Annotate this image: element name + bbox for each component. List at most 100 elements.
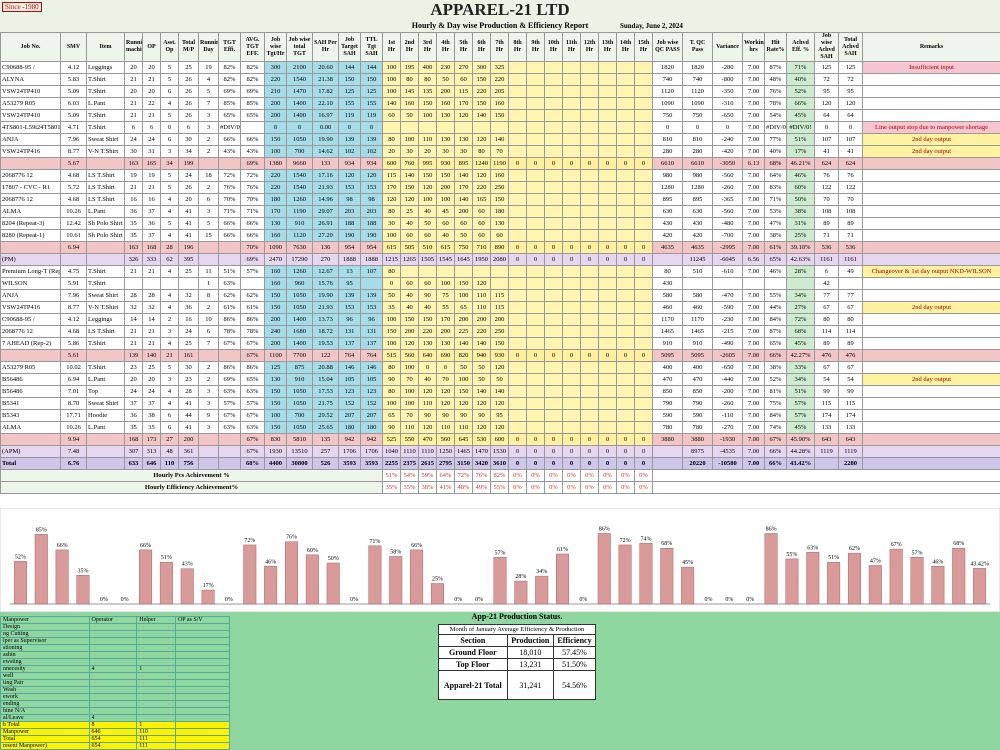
value-label: 72% bbox=[244, 538, 255, 544]
bar bbox=[764, 533, 778, 605]
table-cell: 200 bbox=[264, 109, 287, 122]
table-cell bbox=[580, 385, 599, 398]
table-cell bbox=[862, 289, 1000, 302]
table-cell: -6045 bbox=[712, 253, 743, 266]
table-cell: 980 bbox=[652, 169, 683, 182]
table-cell bbox=[580, 97, 599, 110]
table-cell: 120 bbox=[472, 421, 491, 434]
table-cell: 60 bbox=[400, 229, 419, 242]
table-cell: 30 bbox=[178, 133, 199, 146]
table-cell: 102 bbox=[360, 145, 383, 158]
table-cell: 30 bbox=[454, 145, 473, 158]
table-cell: 115 bbox=[814, 397, 839, 410]
manpower-cell: stioning bbox=[0, 644, 90, 652]
table-cell: 130 bbox=[490, 217, 509, 230]
status-row: Top Floor 13,231 51.50% bbox=[438, 658, 596, 671]
table-cell: 0 bbox=[580, 457, 599, 470]
table-cell bbox=[634, 181, 653, 194]
table-cell: 52% bbox=[764, 373, 787, 386]
table-cell: -560 bbox=[712, 205, 743, 218]
table-cell: 77 bbox=[838, 289, 863, 302]
table-cell: 954 bbox=[360, 241, 383, 254]
table-cell: -280 bbox=[712, 61, 743, 74]
column-header: SAH Per Hr bbox=[312, 32, 339, 62]
table-cell bbox=[562, 61, 581, 74]
table-cell: 72 bbox=[838, 73, 863, 86]
achievement-value: 0% bbox=[580, 469, 599, 482]
table-cell: -260 bbox=[712, 397, 743, 410]
table-cell: 120 bbox=[436, 397, 455, 410]
table-cell: 8.77 bbox=[60, 301, 87, 314]
table-cell: 196 bbox=[178, 241, 199, 254]
table-row: WILSON 5.91 T.Shirt 1 63% 160 960 15.76 95 0 60 60 1… bbox=[0, 277, 1000, 290]
table-cell bbox=[580, 169, 599, 182]
table-cell: 21.93 bbox=[312, 181, 339, 194]
table-cell: -650 bbox=[712, 361, 743, 374]
table-cell bbox=[862, 457, 1000, 470]
table-cell: 69% bbox=[240, 85, 265, 98]
table-cell: 4 bbox=[160, 289, 179, 302]
table-cell: 690 bbox=[436, 349, 455, 362]
table-cell: 89 bbox=[838, 337, 863, 350]
table-cell: 1050 bbox=[286, 133, 313, 146]
value-label: 72% bbox=[620, 538, 631, 544]
manpower-cell: well bbox=[0, 672, 90, 680]
table-cell: 100 bbox=[454, 289, 473, 302]
table-cell: 6 bbox=[142, 121, 161, 134]
table-cell: 5 bbox=[160, 361, 179, 374]
achievement-value: 0% bbox=[526, 481, 545, 494]
table-cell: 66% bbox=[218, 217, 241, 230]
table-cell: 50 bbox=[454, 361, 473, 374]
manpower-cell bbox=[88, 658, 138, 666]
manpower-cell bbox=[136, 693, 176, 701]
bar bbox=[931, 566, 945, 605]
table-cell bbox=[862, 157, 1000, 170]
table-cell: Top bbox=[86, 385, 125, 398]
table-cell: 50 bbox=[400, 109, 419, 122]
table-cell: 100 bbox=[382, 337, 401, 350]
table-cell bbox=[616, 169, 635, 182]
table-row: 8280 (Repeat-1) 10.61 Sh Polo Shirt 35 37 4 41… bbox=[0, 229, 1000, 242]
table-cell: 69% bbox=[218, 373, 241, 386]
table-row: VSW24TP410 5.09 T.Shirt 20 20 6 26 5 69% 69% 210 14… bbox=[0, 85, 1000, 98]
table-cell: 98 bbox=[338, 193, 361, 206]
value-label: 46% bbox=[932, 559, 943, 565]
table-cell: 3 bbox=[160, 373, 179, 386]
table-cell: 90 bbox=[418, 289, 437, 302]
table-cell: 1950 bbox=[472, 253, 491, 266]
table-cell: 3 bbox=[198, 205, 219, 218]
table-cell: 5 bbox=[160, 73, 179, 86]
column-header: Job wise Tgt/Hr bbox=[264, 32, 287, 62]
table-cell bbox=[634, 337, 653, 350]
manpower-cell: Manpower bbox=[0, 728, 90, 736]
table-cell: 0 bbox=[418, 361, 437, 374]
table-cell bbox=[526, 421, 545, 434]
table-cell bbox=[454, 265, 473, 278]
table-cell bbox=[526, 193, 545, 206]
table-cell: 0 bbox=[580, 241, 599, 254]
table-cell: 300 bbox=[264, 61, 287, 74]
table-cell bbox=[598, 205, 617, 218]
manpower-cell: b Total bbox=[0, 721, 90, 729]
table-cell: 220 bbox=[418, 325, 437, 338]
table-cell: 2 bbox=[160, 313, 179, 326]
table-cell bbox=[544, 385, 563, 398]
table-cell: VSW24TP410 bbox=[0, 109, 61, 122]
table-cell: 600 bbox=[490, 433, 509, 446]
table-cell bbox=[508, 145, 527, 158]
table-cell: 560 bbox=[400, 349, 419, 362]
table-cell: 7.00 bbox=[742, 409, 765, 422]
table-cell bbox=[634, 409, 653, 422]
table-cell bbox=[598, 265, 617, 278]
table-cell: 0 bbox=[562, 349, 581, 362]
table-cell: 60 bbox=[472, 205, 491, 218]
table-cell: 66% bbox=[218, 133, 241, 146]
table-cell: 790 bbox=[682, 397, 713, 410]
table-row: ALYNA 5.83 T.Shirt 21 21 5 26 4 82% 82% 220 1540 21.… bbox=[0, 73, 1000, 86]
status-header: Section Production Efficiency bbox=[438, 634, 596, 647]
table-cell: 4 bbox=[160, 97, 179, 110]
table-cell: 19.53 bbox=[312, 337, 339, 350]
table-cell: 19.90 bbox=[312, 289, 339, 302]
bar bbox=[493, 557, 507, 605]
bar bbox=[535, 575, 549, 605]
